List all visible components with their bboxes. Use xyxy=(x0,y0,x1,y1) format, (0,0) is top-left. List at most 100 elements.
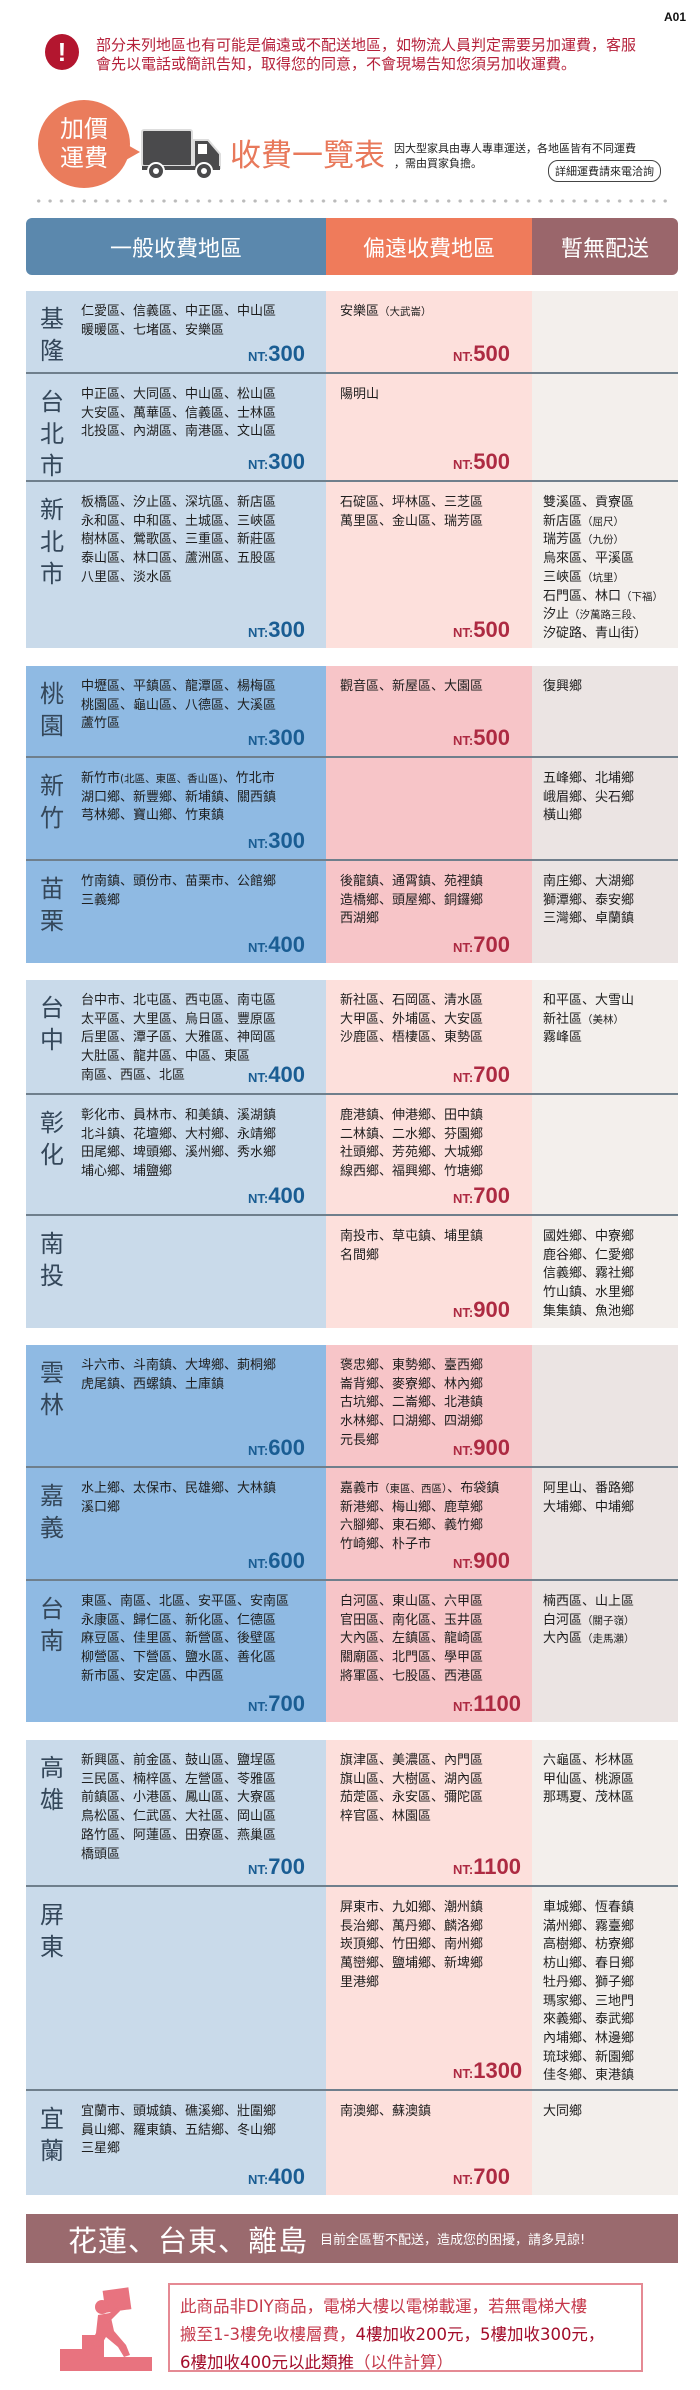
price-value: 1100 xyxy=(473,1854,521,1879)
remote-price: NT:1300 xyxy=(453,2060,522,2084)
general-area-cell: 基隆 仁愛區、信義區、中正區、中山區 暖暖區、七堵區、安樂區 NT:300 xyxy=(26,291,326,372)
district-line: 甲仙區、桃源區 xyxy=(543,1771,635,1787)
remote-price: NT:500 xyxy=(453,343,510,367)
region-name: 桃園 xyxy=(40,680,64,740)
district-line: 國姓鄉、中寮鄉 xyxy=(543,1229,635,1244)
price-prefix: NT: xyxy=(453,1862,474,1877)
district-line: 太平區、大里區、烏日區、豐原區 xyxy=(81,1011,277,1027)
general-price: NT:700 xyxy=(248,1693,305,1717)
district-line: 水林鄉、口湖鄉、四湖鄉 xyxy=(340,1414,484,1430)
district-line: 芎林鄉、寶山鄉、竹東鎮 xyxy=(81,808,225,824)
district-line: 溪口鄉 xyxy=(81,1499,121,1515)
district-line: 後龍鎮、通霄鎮、苑裡鎮 xyxy=(340,874,484,889)
description-line: ，需由買家負擔。 xyxy=(394,157,482,170)
price-prefix: NT: xyxy=(248,1443,269,1458)
district-note: （九份） xyxy=(582,534,625,547)
note-line: 6樓加收400元以此類推（以件計算） xyxy=(180,2349,631,2377)
price-prefix: NT: xyxy=(248,733,269,748)
region-name: 雲林 xyxy=(40,1359,64,1419)
district-line: 大同鄉 xyxy=(543,2104,583,2119)
remote-area-cell: 後龍鎮、通霄鎮、苑裡鎮 造橋鄉、頭屋鄉、銅鑼鄉 西湖鄉 NT:700 xyxy=(326,861,532,963)
district-line: 橫山鄉 xyxy=(543,808,583,824)
price-value: 300 xyxy=(268,341,305,366)
price-prefix: NT: xyxy=(453,1443,474,1458)
district-line: 造橋鄉、頭屋鄉、銅鑼鄉 xyxy=(340,892,484,908)
district-line: 宜蘭市、頭城鎮、礁溪鄉、壯圍鄉 xyxy=(81,2104,277,2119)
price-prefix: NT: xyxy=(453,349,474,364)
district-line: 路竹區、阿蓮區、田寮區、燕巢區 xyxy=(81,1827,277,1843)
district-line: 暖暖區、七堵區、安樂區 xyxy=(81,322,225,338)
price-value: 700 xyxy=(473,932,510,957)
district-line: 石門區、林口（下福） xyxy=(543,588,664,604)
district-line: 南區、西區、北區 xyxy=(81,1067,186,1083)
district-list: 南庄鄉、大湖鄉 獅潭鄉、泰安鄉 三灣鄉、卓蘭鎮 xyxy=(543,873,634,929)
table-row: 南投 南投市、草屯鎮、埔里鎮 名間鄉 NT:900 國姓鄉、中寮鄉 鹿谷鄉、仁愛鄉 信義鄉、… xyxy=(26,1216,678,1328)
district-line: 大內區（走馬瀨） xyxy=(543,1631,635,1647)
price-prefix: NT: xyxy=(453,2172,474,2187)
district-line: 橋頭區 xyxy=(81,1846,121,1862)
no-delivery-cell: 五峰鄉、北埔鄉 峨眉鄉、尖石鄉 橫山鄉 xyxy=(532,758,678,859)
district-line: 線西鄉、福興鄉、竹塘鄉 xyxy=(340,1164,484,1180)
table-row: 桃園 中壢區、平鎮區、龍潭區、楊梅區 桃園區、龜山區、八德區、大溪區 蘆竹區 NT:30… xyxy=(26,666,678,758)
price-prefix: NT: xyxy=(248,1862,269,1877)
region-name: 苗栗 xyxy=(40,875,64,935)
region-name: 新北市 xyxy=(40,496,64,588)
general-price: NT:600 xyxy=(248,1437,305,1461)
general-area-cell: 屏東 xyxy=(26,1887,326,2089)
district-line: 崙背鄉、麥寮鄉、林內鄉 xyxy=(340,1376,484,1392)
region-group: 基隆 仁愛區、信義區、中正區、中山區 暖暖區、七堵區、安樂區 NT:300 安樂區（大武… xyxy=(26,291,678,648)
table-row: 新竹 新竹市(北區、東區、香山區)、竹北市 湖口鄉、新豐鄉、新埔鎮、關西鎮 芎林鄉、寶… xyxy=(26,758,678,861)
district-list: 新社區、石岡區、清水區 大甲區、外埔區、大安區 沙鹿區、梧棲區、東勢區 xyxy=(340,992,483,1048)
description-line: 因大型家具由專人專車運送，各地區皆有不同運費 xyxy=(394,142,636,155)
region-name: 嘉義 xyxy=(40,1482,64,1542)
district-line: 中壢區、平鎮區、龍潭區、楊梅區 xyxy=(81,679,277,694)
district-line: 峨眉鄉、尖石鄉 xyxy=(543,789,635,805)
general-area-cell: 新北市 板橋區、汐止區、深坑區、新店區 永和區、中和區、土城區、三峽區 樹林區、鶯歌區… xyxy=(26,482,326,648)
district-line: 六龜區、杉林區 xyxy=(543,1753,635,1768)
district-list: 竹南鎮、頭份市、苗栗市、公館鄉 三義鄉 xyxy=(81,873,276,910)
district-line: 汐止（汐萬路三段、 xyxy=(543,607,643,623)
district-line: 旗山區、大樹區、湖內區 xyxy=(340,1771,484,1787)
district-line: 水上鄉、太保市、民雄鄉、大林鎮 xyxy=(81,1481,277,1496)
note-surcharge-text: 6樓加收400元以此類推 xyxy=(180,2353,354,2372)
district-note: （汐萬路三段、 xyxy=(569,609,643,622)
district-line: 汐碇路、青山街） xyxy=(543,625,648,641)
general-price: NT:600 xyxy=(248,1550,305,1574)
district-line: 大埔鄉、中埔鄉 xyxy=(543,1499,635,1515)
district-line: 鹿谷鄉、仁愛鄉 xyxy=(543,1247,635,1263)
region-name: 台北市 xyxy=(40,388,64,480)
district-line: 將軍區、七股區、西港區 xyxy=(340,1668,484,1684)
price-prefix: NT: xyxy=(453,733,474,748)
district-line: 安樂區（大武崙） xyxy=(340,304,432,319)
page-code: A01 xyxy=(663,10,686,24)
district-line: 南澳鄉、蘇澳鎮 xyxy=(340,2104,432,2119)
district-line: 旗津區、美濃區、內門區 xyxy=(340,1753,484,1768)
no-delivery-cell xyxy=(532,1095,678,1214)
price-prefix: NT: xyxy=(453,1191,474,1206)
region-name: 台南 xyxy=(40,1595,64,1655)
district-line: 梓官區、林園區 xyxy=(340,1809,432,1825)
remote-price: NT:500 xyxy=(453,727,510,751)
general-area-cell: 台北市 中正區、大同區、中山區、松山區 大安區、萬華區、信義區、士林區 北投區、內湖區… xyxy=(26,374,326,480)
district-line: 前鎮區、小港區、鳳山區、大寮區 xyxy=(81,1790,277,1806)
district-line: 鹿港鎮、伸港鄉、田中鎮 xyxy=(340,1108,484,1123)
badge-line: 加價 xyxy=(60,115,108,143)
district-list: 屏東市、九如鄉、潮州鎮 長治鄉、萬丹鄉、麟洛鄉 崁頂鄉、竹田鄉、南州鄉 萬巒鄉、鹽埔鄉… xyxy=(340,1899,483,1993)
district-line: 彰化市、員林市、和美鎮、溪湖鎮 xyxy=(81,1108,277,1123)
remote-area-cell: 屏東市、九如鄉、潮州鎮 長治鄉、萬丹鄉、麟洛鄉 崁頂鄉、竹田鄉、南州鄉 萬巒鄉、鹽埔鄉… xyxy=(326,1887,532,2089)
table-row: 宜蘭 宜蘭市、頭城鎮、礁溪鄉、壯圍鄉 員山鄉、羅東鎮、五結鄉、冬山鄉 三星鄉 NT:40… xyxy=(26,2091,678,2195)
price-value: 700 xyxy=(473,1062,510,1087)
district-list: 台中市、北屯區、西屯區、南屯區 太平區、大里區、烏日區、豐原區 后里區、潭子區、大雅… xyxy=(81,992,276,1086)
district-list: 鹿港鎮、伸港鄉、田中鎮 二林鎮、二水鄉、芬園鄉 社頭鄉、芳苑鄉、大城鄉 線西鄉、福興鄉… xyxy=(340,1107,483,1182)
remote-area-cell: 南澳鄉、蘇澳鎮 NT:700 xyxy=(326,2091,532,2195)
general-area-cell: 宜蘭 宜蘭市、頭城鎮、礁溪鄉、壯圍鄉 員山鄉、羅東鎮、五結鄉、冬山鄉 三星鄉 NT:40… xyxy=(26,2091,326,2195)
region-group: 雲林 斗六市、斗南鎮、大埤鄉、莿桐鄉 虎尾鎮、西螺鎮、土庫鎮 NT:600 褒忠鄉、東勢… xyxy=(26,1345,678,1722)
region-group: 台中 台中市、北屯區、西屯區、南屯區 太平區、大里區、烏日區、豐原區 后里區、潭子區、… xyxy=(26,980,678,1328)
district-line: 新社區（美林） xyxy=(543,1011,625,1027)
district-list: 國姓鄉、中寮鄉 鹿谷鄉、仁愛鄉 信義鄉、霧社鄉 竹山鎮、水里鄉 集集鎮、魚池鄉 xyxy=(543,1228,634,1322)
general-area-cell: 嘉義 水上鄉、太保市、民雄鄉、大林鎮 溪口鄉 NT:600 xyxy=(26,1468,326,1579)
remote-price: NT:700 xyxy=(453,932,510,958)
remote-area-cell: 嘉義市（東區、西區）、布袋鎮 新港鄉、梅山鄉、鹿草鄉 六腳鄉、東石鄉、義竹鄉 竹崎鄉、… xyxy=(326,1468,532,1579)
district-line: 中正區、大同區、中山區、松山區 xyxy=(81,387,277,402)
remote-price: NT:500 xyxy=(453,451,510,475)
